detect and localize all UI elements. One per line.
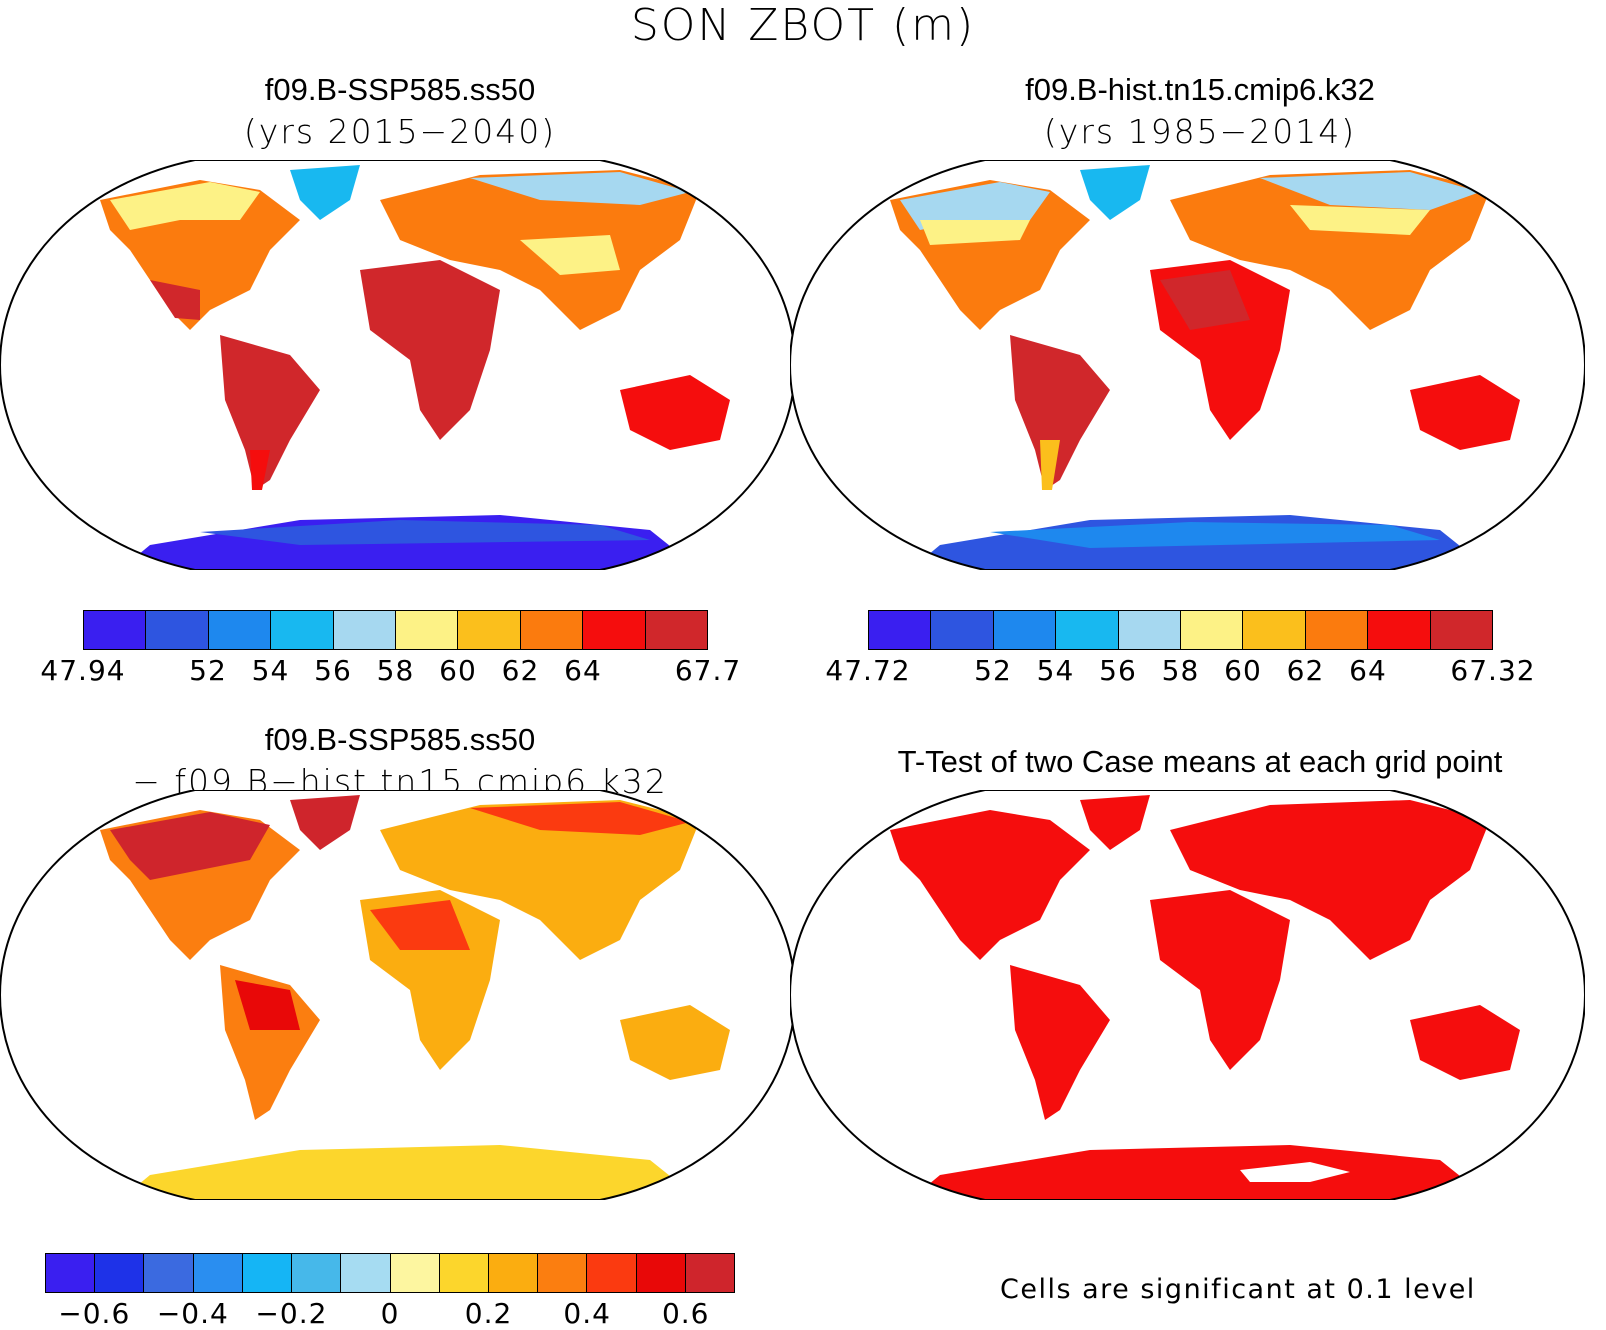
colorbar-swatch bbox=[84, 611, 147, 649]
colorbar-swatch bbox=[583, 611, 646, 649]
colorbar-swatch bbox=[333, 611, 397, 649]
colorbar-label: 58 bbox=[376, 654, 415, 687]
top-right-subtitle: (yrs 1985−2014) bbox=[1043, 112, 1357, 151]
colorbar-swatch bbox=[46, 1254, 96, 1292]
greenland-shape bbox=[290, 165, 360, 220]
bottom-right-title: T-Test of two Case means at each grid po… bbox=[897, 744, 1503, 779]
south-america-shape bbox=[220, 335, 320, 490]
colorbar-label: 0.2 bbox=[464, 1297, 513, 1330]
australia-shape bbox=[1410, 375, 1520, 450]
africa-shape bbox=[360, 260, 500, 440]
australia-shape bbox=[1410, 1005, 1520, 1080]
colorbar-label: 0 bbox=[380, 1297, 400, 1330]
north-america-shape bbox=[890, 810, 1090, 960]
colorbar-swatch bbox=[488, 1254, 539, 1292]
map-top-right bbox=[790, 160, 1585, 570]
colorbar-swatch bbox=[993, 611, 1057, 649]
australia-shape bbox=[620, 375, 730, 450]
colorbar-label: 67.7 bbox=[674, 654, 742, 687]
map-top-left bbox=[0, 160, 795, 570]
map-bottom-right bbox=[790, 790, 1585, 1200]
colorbar-swatch bbox=[193, 1254, 243, 1292]
south-america-shape bbox=[1010, 335, 1110, 490]
colorbar-swatch bbox=[95, 1254, 145, 1292]
colorbar-swatch bbox=[146, 611, 209, 649]
colorbar-swatch bbox=[1368, 611, 1431, 649]
colorbar-label: 52 bbox=[974, 654, 1012, 687]
colorbar-label: −0.2 bbox=[255, 1297, 328, 1330]
antarctica-shape bbox=[120, 1145, 700, 1200]
colorbar-swatches bbox=[868, 610, 1493, 650]
colorbar-label: 56 bbox=[314, 654, 352, 687]
colorbar-label: 54 bbox=[251, 654, 290, 687]
colorbar-swatch bbox=[931, 611, 994, 649]
colorbar-swatch bbox=[1181, 611, 1244, 649]
greenland-shape bbox=[290, 795, 360, 850]
main-title: SON ZBOT (m) bbox=[630, 0, 976, 51]
colorbar-swatch bbox=[242, 1254, 293, 1292]
colorbar-swatch bbox=[636, 1254, 686, 1292]
colorbar-swatch bbox=[396, 611, 459, 649]
colorbar-top-left: 47.94 52 54 56 58 60 62 64 67.7 bbox=[40, 610, 740, 687]
colorbar-swatch bbox=[538, 1254, 588, 1292]
eurasia-shape bbox=[380, 800, 700, 960]
colorbar-swatch bbox=[390, 1254, 440, 1292]
colorbar-bottom-left: −0.6 −0.4 −0.2 0 0.2 0.4 0.6 bbox=[45, 1253, 735, 1330]
colorbar-swatch bbox=[520, 611, 584, 649]
colorbar-label: 47.94 bbox=[40, 654, 126, 687]
colorbar-label: 67.32 bbox=[1450, 654, 1536, 687]
colorbar-swatch bbox=[271, 611, 334, 649]
colorbar-label: 47.72 bbox=[825, 654, 911, 687]
south-america-shape bbox=[1010, 965, 1110, 1120]
africa-shape bbox=[1150, 890, 1290, 1070]
colorbar-swatch bbox=[645, 611, 708, 649]
colorbar-swatch bbox=[1430, 611, 1493, 649]
colorbar-swatch bbox=[1118, 611, 1182, 649]
top-left-title: f09.B-SSP585.ss50 bbox=[264, 72, 536, 107]
colorbar-label: 0.6 bbox=[661, 1297, 710, 1330]
colorbar-swatch bbox=[439, 1254, 489, 1292]
top-left-subtitle: (yrs 2015−2040) bbox=[243, 112, 557, 151]
map-bottom-left bbox=[0, 790, 795, 1200]
antarctica-shape bbox=[910, 1145, 1490, 1200]
colorbar-label: 58 bbox=[1161, 654, 1200, 687]
greenland-shape bbox=[1080, 165, 1150, 220]
colorbar-swatch bbox=[458, 611, 521, 649]
colorbar-label: 62 bbox=[501, 654, 540, 687]
significance-note: Cells are significant at 0.1 level bbox=[1000, 1274, 1476, 1305]
colorbar-label: 64 bbox=[564, 654, 602, 687]
colorbar-label: 62 bbox=[1286, 654, 1325, 687]
colorbar-swatches bbox=[83, 610, 708, 650]
greenland-shape bbox=[1080, 795, 1150, 850]
colorbar-swatch bbox=[144, 1254, 194, 1292]
colorbar-swatch bbox=[208, 611, 272, 649]
colorbar-label: 60 bbox=[439, 654, 477, 687]
colorbar-label: −0.6 bbox=[58, 1297, 131, 1330]
colorbar-label: −0.4 bbox=[156, 1297, 229, 1330]
colorbar-swatch bbox=[869, 611, 932, 649]
colorbar-swatch bbox=[587, 1254, 637, 1292]
colorbar-label: 56 bbox=[1099, 654, 1137, 687]
colorbar-swatch bbox=[1243, 611, 1306, 649]
colorbar-top-right: 47.72 52 54 56 58 60 62 64 67.32 bbox=[825, 610, 1535, 687]
colorbar-label: 60 bbox=[1224, 654, 1262, 687]
colorbar-swatch bbox=[341, 1254, 391, 1292]
colorbar-swatch bbox=[292, 1254, 342, 1292]
colorbar-label: 64 bbox=[1349, 654, 1387, 687]
eurasia-shape bbox=[1170, 800, 1490, 960]
colorbar-swatches bbox=[45, 1253, 735, 1293]
colorbar-label: 52 bbox=[189, 654, 227, 687]
colorbar-swatch bbox=[685, 1254, 735, 1292]
bottom-left-title: f09.B-SSP585.ss50 bbox=[264, 722, 536, 757]
australia-shape bbox=[620, 1005, 730, 1080]
colorbar-label: 54 bbox=[1036, 654, 1075, 687]
colorbar-swatch bbox=[1056, 611, 1119, 649]
top-right-title: f09.B-hist.tn15.cmip6.k32 bbox=[1025, 72, 1375, 107]
colorbar-swatch bbox=[1305, 611, 1369, 649]
colorbar-label: 0.4 bbox=[563, 1297, 611, 1330]
